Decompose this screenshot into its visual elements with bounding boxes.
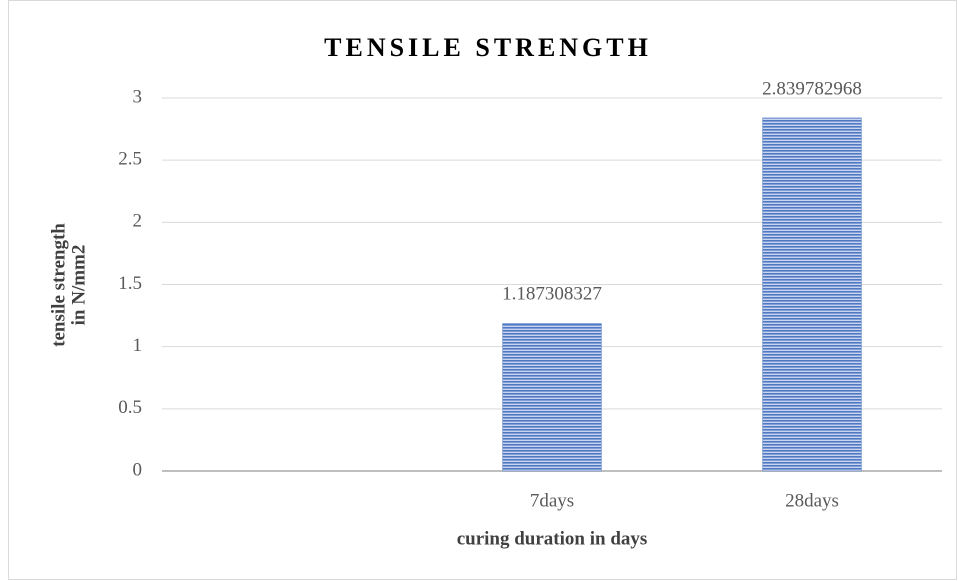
- y-axis-title: tensile strength in N/mm2: [48, 223, 89, 347]
- x-axis-title: curing duration in days: [457, 528, 648, 549]
- y-axis-title-line: tensile strength: [48, 223, 69, 347]
- y-tick-label: 1.5: [118, 273, 142, 294]
- chart-title: TENSILE STRENGTH: [324, 33, 652, 62]
- bar: [762, 117, 862, 472]
- y-tick-label: 0.5: [118, 397, 142, 418]
- x-tick-label: 28days: [785, 490, 839, 511]
- x-tick-label: 7days: [530, 490, 574, 511]
- y-tick-label: 2: [133, 211, 143, 232]
- bar: [502, 323, 602, 472]
- y-axis-title-line: in N/mm2: [68, 245, 89, 326]
- data-label: 2.839782968: [762, 78, 862, 99]
- data-label: 1.187308327: [502, 284, 602, 305]
- y-tick-label: 2.5: [118, 149, 142, 170]
- y-tick-label: 3: [133, 86, 143, 107]
- y-tick-label: 0: [133, 459, 143, 480]
- y-tick-label: 1: [133, 335, 143, 356]
